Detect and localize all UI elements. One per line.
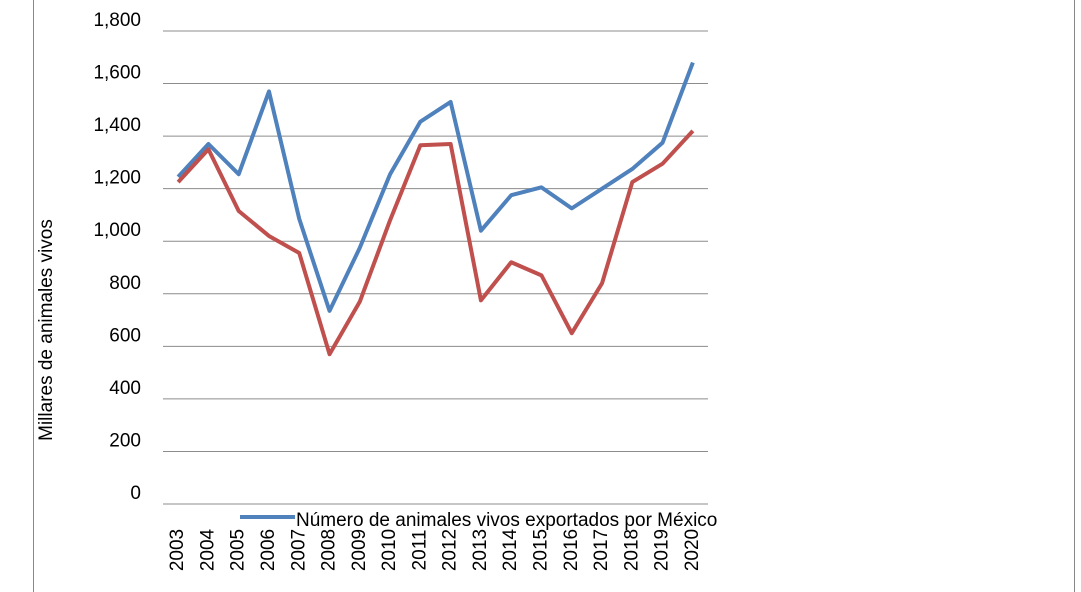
y-tick-label: 1,000 (93, 220, 141, 241)
x-tick-label: 2007 (288, 529, 309, 571)
y-tick-label: 1,600 (93, 63, 141, 84)
x-tick-label: 2015 (530, 529, 551, 571)
x-tick-label: 2018 (621, 529, 642, 571)
x-tick-label: 2019 (652, 529, 673, 571)
y-tick-label: 200 (109, 430, 141, 451)
x-tick-label: 2017 (591, 529, 612, 571)
y-axis-label: Millares de animales vivos (36, 219, 57, 441)
series-line (176, 129, 695, 357)
x-tick-label: 2010 (379, 529, 400, 571)
x-tick-label: 2005 (228, 529, 249, 571)
x-tick-label: 2006 (258, 529, 279, 571)
legend-label: Número de animales vivos exportados por … (296, 510, 717, 531)
x-tick-label: 2004 (197, 528, 218, 571)
y-tick-label: 1,200 (93, 168, 141, 189)
x-tick-label: 2016 (561, 529, 582, 571)
x-tick-label: 2012 (440, 529, 461, 571)
y-tick-label: 1,800 (93, 10, 141, 31)
y-tick-label: 1,400 (93, 115, 141, 136)
chart-frame (33, 0, 1075, 592)
x-tick-label: 2020 (682, 529, 703, 571)
x-tick-label: 2003 (167, 529, 188, 571)
x-tick-label: 2013 (470, 529, 491, 571)
x-tick-label: 2011 (409, 530, 430, 571)
y-tick-label: 400 (109, 378, 141, 399)
x-tick-label: 2014 (500, 528, 521, 571)
series-line (176, 61, 695, 313)
y-tick-label: 600 (109, 325, 141, 346)
x-tick-label: 2008 (319, 529, 340, 571)
y-tick-label: 800 (109, 273, 141, 294)
y-tick-label: 0 (130, 483, 141, 504)
x-tick-label: 2009 (349, 529, 370, 571)
